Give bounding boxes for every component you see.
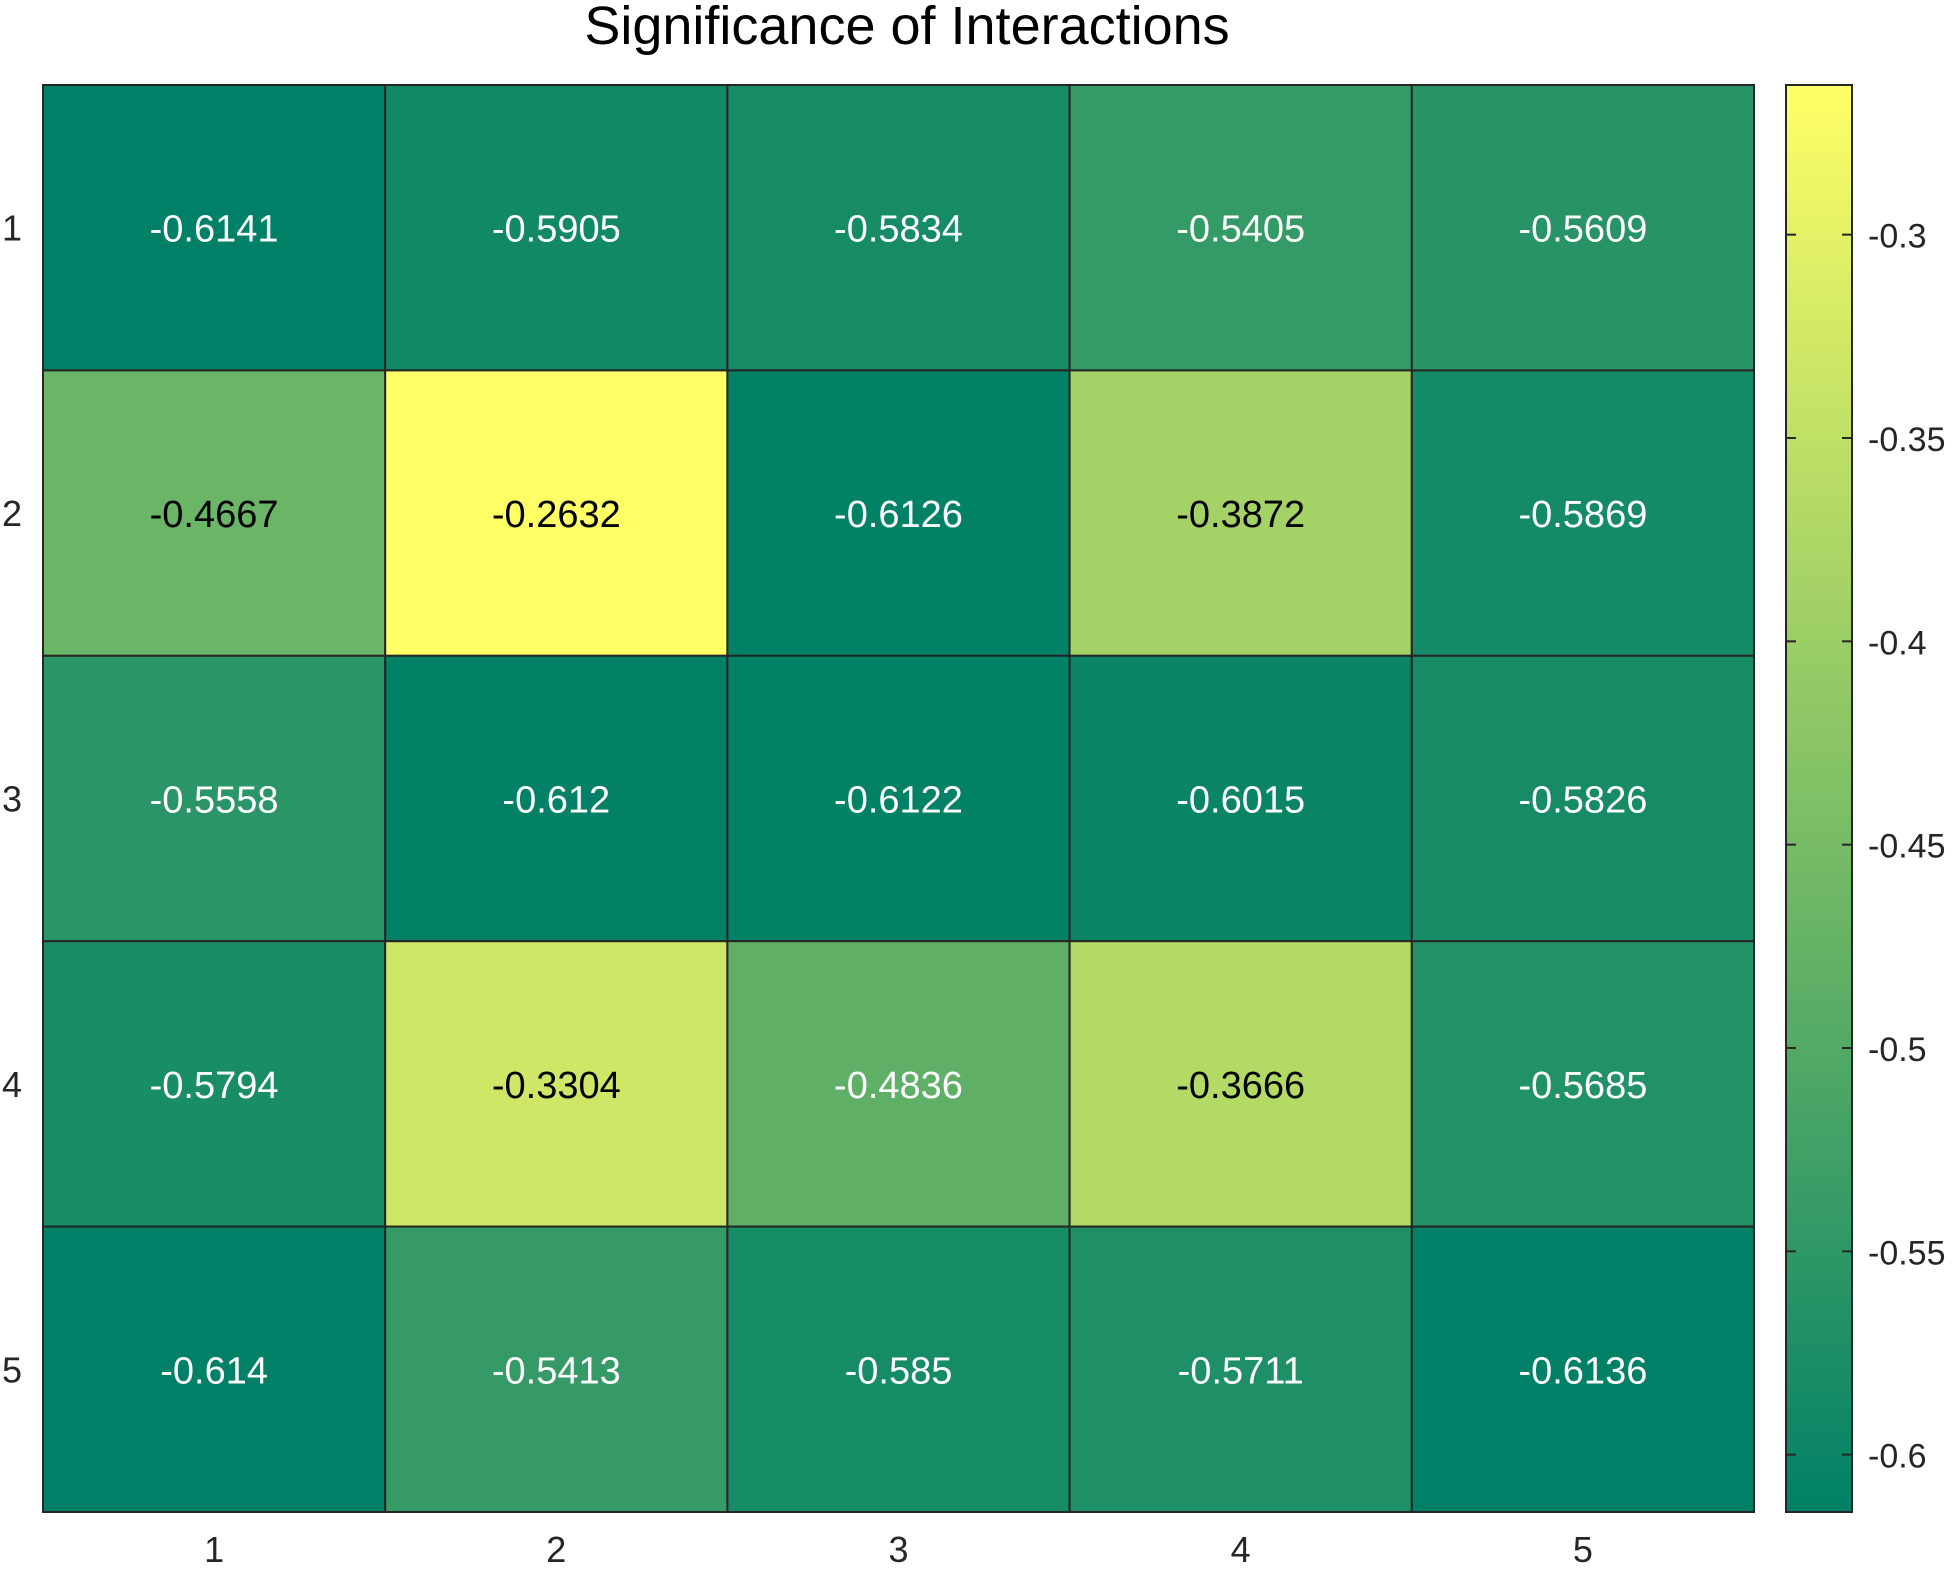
cell-value-label: -0.5794: [150, 1065, 279, 1107]
cell-value-label: -0.2632: [492, 494, 621, 536]
colorbar-tick-label: -0.5: [1868, 1031, 1927, 1069]
heatmap-cell: [1410, 654, 1756, 943]
cell-value-label: -0.4836: [834, 1065, 963, 1107]
colorbar-tick-label: -0.4: [1868, 624, 1927, 662]
heatmap-cell: [1410, 369, 1756, 657]
cell-value-label: -0.5826: [1518, 780, 1647, 822]
heatmap-cell: [726, 940, 1071, 1228]
heatmap-cell-labels: -0.6141 -0.5905 -0.5834 -0.5405 -0.5609 -0.46…: [150, 209, 1648, 1393]
heatmap-cell: [384, 654, 729, 943]
colorbar-tick-label: -0.45: [1868, 828, 1946, 866]
cell-value-label: -0.5869: [1518, 494, 1647, 536]
cell-value-label: -0.585: [845, 1350, 953, 1392]
colorbar-tick-label: -0.3: [1868, 218, 1927, 256]
y-tick-label: 1: [2, 208, 22, 249]
heatmap-cell: [1410, 84, 1756, 372]
heatmap-cell: [726, 1225, 1071, 1513]
heatmap-cell: [384, 84, 729, 372]
heatmap-cell: [726, 369, 1071, 657]
cell-value-label: -0.6015: [1176, 780, 1305, 822]
heatmap-cell: [384, 1225, 729, 1513]
y-tick-label: 3: [2, 779, 22, 820]
cell-value-label: -0.614: [160, 1350, 268, 1392]
heatmap-cell: [1068, 940, 1413, 1228]
cell-value-label: -0.5834: [834, 209, 963, 251]
cell-value-label: -0.3304: [492, 1065, 621, 1107]
x-tick-label: 4: [1231, 1529, 1251, 1570]
x-tick-label: 2: [546, 1529, 566, 1570]
cell-value-label: -0.6122: [834, 780, 963, 822]
cell-value-label: -0.5405: [1176, 209, 1305, 251]
y-tick-label: 4: [2, 1064, 22, 1105]
colorbar-ticks: -0.3 -0.35 -0.4 -0.45 -0.5 -0.55 -0.6: [1786, 218, 1946, 1476]
cell-value-label: -0.5558: [150, 780, 279, 822]
cell-value-label: -0.5905: [492, 209, 621, 251]
cell-value-label: -0.5609: [1518, 209, 1647, 251]
colorbar: [1785, 84, 1853, 1513]
x-tick-label: 1: [204, 1529, 224, 1570]
heatmap-cell: [384, 369, 729, 657]
cell-value-label: -0.3666: [1176, 1065, 1305, 1107]
heatmap-cell: [726, 84, 1071, 372]
heatmap-cell: [1068, 654, 1413, 943]
chart-title: Significance of Interactions: [584, 0, 1229, 56]
colorbar-tick-label: -0.55: [1868, 1234, 1946, 1272]
y-tick-label: 5: [2, 1349, 22, 1390]
y-axis-tick-labels: 1 2 3 4 5: [2, 208, 22, 1391]
heatmap-cell: [726, 654, 1071, 943]
heatmap-cell: [384, 940, 729, 1228]
cell-value-label: -0.6126: [834, 494, 963, 536]
heatmap-cell: [1068, 84, 1413, 372]
colorbar-tick-label: -0.35: [1868, 421, 1946, 459]
heatmap-cell: [42, 84, 387, 372]
heatmap-cell: [42, 1225, 387, 1513]
colorbar-tick-label: -0.6: [1868, 1438, 1927, 1476]
cell-value-label: -0.6141: [150, 209, 279, 251]
cell-value-label: -0.5711: [1178, 1350, 1304, 1392]
heatmap-cells: [42, 84, 1756, 1513]
cell-value-label: -0.612: [502, 780, 610, 822]
heatmap-cell: [42, 369, 387, 657]
cell-value-label: -0.4667: [150, 494, 279, 536]
heatmap-cell: [42, 940, 387, 1228]
x-tick-label: 3: [888, 1529, 908, 1570]
heatmap-cell: [1410, 940, 1756, 1228]
cell-value-label: -0.3872: [1176, 494, 1305, 536]
x-tick-label: 5: [1573, 1529, 1593, 1570]
y-tick-label: 2: [2, 493, 22, 534]
heatmap-cell: [1410, 1225, 1756, 1513]
cell-value-label: -0.6136: [1518, 1350, 1647, 1392]
cell-value-label: -0.5685: [1518, 1065, 1647, 1107]
cell-value-label: -0.5413: [492, 1350, 621, 1392]
x-axis-tick-labels: 1 2 3 4 5: [204, 1529, 1593, 1570]
